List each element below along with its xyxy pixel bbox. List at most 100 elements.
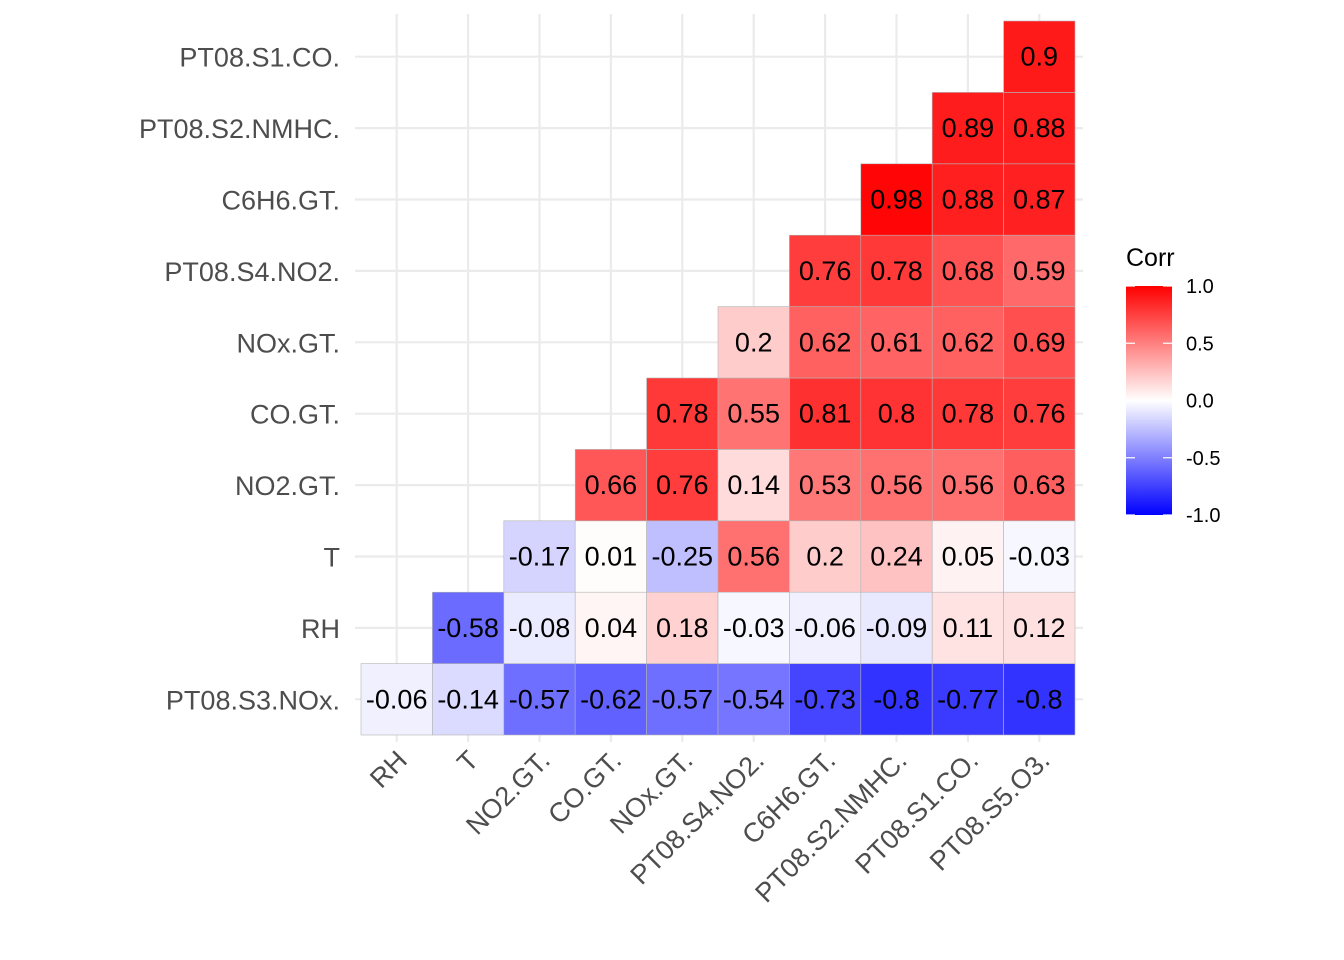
cell-value-label: 0.56: [727, 542, 780, 572]
cell-value-label: 0.2: [735, 327, 773, 357]
cell-value-label: -0.14: [437, 684, 499, 714]
heatmap-cell: [1003, 20, 1076, 93]
heatmap-cell: [1003, 663, 1076, 736]
cell-value-label: -0.08: [509, 613, 571, 643]
x-tick-label: RH: [364, 745, 413, 794]
heatmap-cell: [860, 377, 933, 450]
x-tick-label: T: [451, 745, 484, 778]
y-axis-tick-labels: PT08.S3.NOx. RH T NO2.GT. CO.GT. NOx.GT. PT08.…: [139, 43, 340, 716]
heatmap-cell: [860, 520, 933, 593]
cell-value-label: 0.2: [806, 542, 844, 572]
heatmap-cell: [432, 591, 505, 664]
heatmap-cell: [860, 163, 933, 236]
heatmap-cell: [1003, 163, 1076, 236]
legend-tick-label: 0.0: [1186, 391, 1214, 413]
y-tick-label: C6H6.GT.: [221, 186, 340, 216]
cell-value-label: 0.04: [585, 613, 638, 643]
heatmap-cell: [931, 449, 1004, 522]
cell-value-label: 0.87: [1013, 185, 1066, 215]
cell-value-label: 0.78: [942, 399, 995, 429]
heatmap-cell: [503, 591, 576, 664]
cell-value-label: 0.18: [656, 613, 709, 643]
heatmap-cell: [432, 663, 505, 736]
heatmap-cell: [931, 591, 1004, 664]
cell-value-label: 0.81: [799, 399, 852, 429]
cell-value-label: 0.98: [870, 185, 923, 215]
heatmap-cell: [717, 591, 790, 664]
cell-value-label: 0.01: [585, 542, 638, 572]
heatmap-cell: [1003, 520, 1076, 593]
heatmap-cell: [789, 234, 862, 307]
heatmap-cell: [860, 663, 933, 736]
cell-value-label: 0.9: [1021, 42, 1059, 72]
legend-tick-label: 0.5: [1186, 333, 1214, 355]
heatmap-cell: [789, 663, 862, 736]
heatmap-cell: [931, 377, 1004, 450]
heatmap-cell: [931, 163, 1004, 236]
cell-value-label: -0.57: [509, 684, 571, 714]
cell-value-label: 0.12: [1013, 613, 1066, 643]
cell-value-label: 0.88: [942, 185, 995, 215]
y-tick-label: NOx.GT.: [236, 328, 340, 358]
heatmap-cell: [1003, 377, 1076, 450]
heatmap-cell: [1003, 591, 1076, 664]
cell-value-label: -0.03: [723, 613, 785, 643]
cell-value-label: 0.63: [1013, 470, 1066, 500]
legend-tick-label: -1.0: [1186, 505, 1220, 527]
heatmap-cell: [574, 663, 647, 736]
cell-value-label: -0.54: [723, 684, 785, 714]
heatmap-cell: [646, 663, 719, 736]
heatmap-cell: [789, 449, 862, 522]
cell-value-label: -0.62: [580, 684, 642, 714]
cell-value-label: 0.78: [870, 256, 923, 286]
legend-title: Corr: [1126, 244, 1175, 272]
cell-value-label: -0.73: [794, 684, 856, 714]
cell-value-label: 0.59: [1013, 256, 1066, 286]
cell-value-label: 0.14: [727, 470, 780, 500]
heatmap-cell: [789, 591, 862, 664]
x-axis-tick-labels: RH TNO2.GT.CO.GT.NOx.GT.PT08.S4.NO2.C6H6.…: [364, 745, 1055, 908]
heatmap-cell: [1003, 234, 1076, 307]
cell-value-label: 0.56: [942, 470, 995, 500]
heatmap-cell: [503, 663, 576, 736]
heatmap-cell: [860, 591, 933, 664]
y-tick-label: PT08.S3.NOx.: [166, 685, 340, 715]
cell-value-label: 0.53: [799, 470, 852, 500]
cell-value-label: 0.56: [870, 470, 923, 500]
heatmap-cell: [789, 377, 862, 450]
cell-value-label: 0.62: [799, 327, 852, 357]
cell-value-label: -0.03: [1009, 542, 1071, 572]
cell-value-label: 0.89: [942, 113, 995, 143]
cell-value-label: -0.09: [866, 613, 928, 643]
heatmap-cell: [1003, 92, 1076, 165]
y-tick-label: PT08.S4.NO2.: [164, 257, 340, 287]
cell-value-label: -0.06: [794, 613, 856, 643]
heatmap-cell: [646, 449, 719, 522]
cell-value-label: 0.61: [870, 327, 923, 357]
x-tick-label: PT08.S1.CO.: [849, 745, 984, 880]
legend-tick-label: -0.5: [1186, 448, 1220, 470]
heatmap-cell: [717, 663, 790, 736]
heatmap-cell: [860, 306, 933, 379]
cell-value-label: 0.8: [878, 399, 916, 429]
cell-value-label: -0.8: [1016, 684, 1063, 714]
y-tick-label: CO.GT.: [250, 400, 340, 430]
cell-value-label: 0.69: [1013, 327, 1066, 357]
cell-value-label: 0.24: [870, 542, 923, 572]
y-tick-label: RH: [301, 614, 340, 644]
y-tick-label: NO2.GT.: [235, 471, 340, 501]
heatmap-cell: [931, 520, 1004, 593]
cell-value-label: 0.11: [943, 613, 994, 643]
heatmap-cell: [574, 449, 647, 522]
heatmap-cell: [646, 591, 719, 664]
heatmap-cell: [789, 306, 862, 379]
heatmap-cell: [1003, 306, 1076, 379]
heatmap-cell: [574, 520, 647, 593]
heatmap-cell: [646, 520, 719, 593]
cell-value-label: -0.58: [437, 613, 499, 643]
cell-value-label: 0.88: [1013, 113, 1066, 143]
heatmap-cell: [931, 92, 1004, 165]
heatmap-cell: [574, 591, 647, 664]
heatmap-cell: [931, 663, 1004, 736]
